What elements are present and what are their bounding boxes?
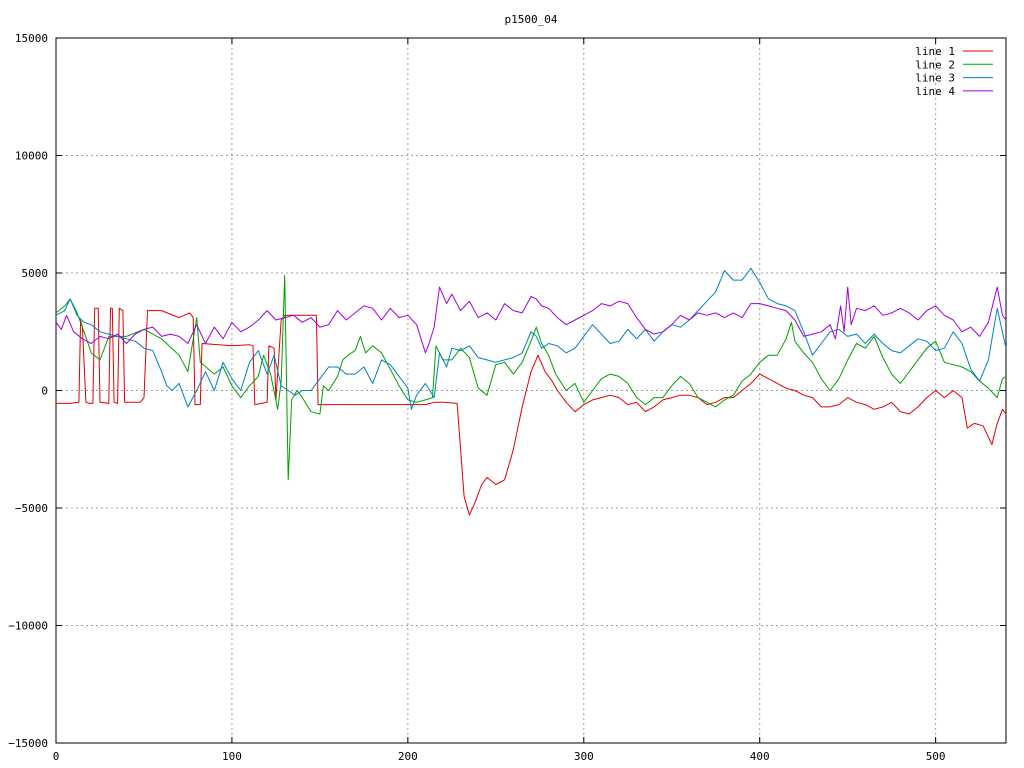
series-line-3 — [55, 267, 1007, 410]
x-tick-label: 300 — [574, 750, 594, 763]
x-tick-label: 400 — [750, 750, 770, 763]
legend-label: line 2 — [915, 58, 955, 71]
series-line-1 — [56, 307, 1007, 516]
legend-label: line 3 — [915, 72, 955, 85]
x-tick-label: 200 — [398, 750, 418, 763]
y-tick-label: −5000 — [15, 502, 48, 515]
chart-title: p1500_04 — [505, 13, 558, 26]
y-tick-label: 5000 — [22, 267, 49, 280]
legend-label: line 4 — [915, 85, 955, 98]
y-tick-label: −15000 — [8, 737, 48, 750]
x-tick-label: 500 — [926, 750, 946, 763]
y-tick-label: −10000 — [8, 620, 48, 633]
y-tick-label: 0 — [41, 385, 48, 398]
series-lines — [55, 267, 1007, 516]
x-tick-label: 0 — [53, 750, 60, 763]
axis-ticks: −15000 −10000 −5000 0 5000 10000 15000 0 100 200 3… — [8, 32, 1006, 763]
y-tick-label: 10000 — [15, 150, 48, 163]
legend-label: line 1 — [915, 45, 955, 58]
x-tick-label: 100 — [222, 750, 242, 763]
y-tick-label: 15000 — [15, 32, 48, 45]
series-line-2 — [55, 274, 1007, 481]
series-line-4 — [55, 286, 1007, 354]
grid-lines — [56, 38, 1006, 743]
